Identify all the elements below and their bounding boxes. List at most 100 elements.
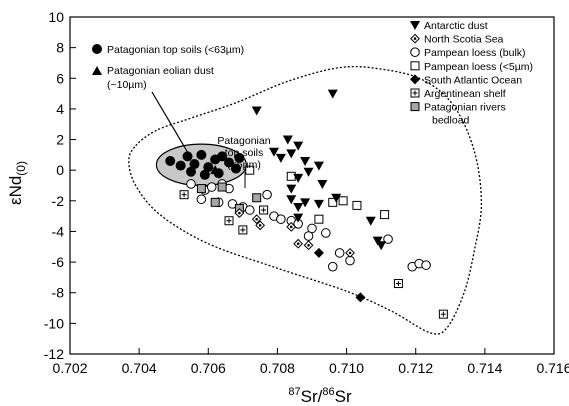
antarctic-dust-point-19	[365, 216, 376, 226]
south-atlantic-ocean-point-1	[355, 292, 366, 303]
pampean-loess-bulk-point-9	[244, 205, 255, 215]
patagonian-top-soils-63-m-point-11	[234, 152, 245, 163]
y-tick-label-4: 2	[56, 132, 64, 148]
annotation-top-soils-5-line3: (<5µm)	[227, 159, 261, 171]
pampean-loess-bulk-point-18	[327, 261, 338, 272]
annotation-top-soils-5: Patagonian top soils (<5µm)	[217, 135, 270, 171]
y-tick-label-6: -2	[52, 193, 65, 209]
antarctic-dust-point-16	[293, 213, 304, 223]
pampean-loess-bulk-point-2	[206, 182, 217, 192]
pampean-loess-bulk-point-0	[186, 179, 196, 189]
legend-label-argentinean-shelf: Argentinean shelf	[424, 88, 506, 100]
antarctic-dust-point-3	[282, 135, 293, 145]
legend-marker-pampean-loess-bulk	[410, 47, 420, 58]
legend-marker-north-scotia-sea	[410, 33, 420, 44]
y-tick-label-0: 10	[48, 9, 64, 25]
patagonian-top-soils-63-m-point-9	[217, 151, 228, 162]
x-tick-label-0: 0.702	[52, 360, 87, 376]
annotation-top-soils-5-line1: Patagonian	[217, 135, 270, 147]
antarctic-dust-point-15	[293, 202, 304, 212]
y-tick-label-11: -12	[44, 346, 64, 362]
argentinean-shelf-point-5	[438, 309, 448, 319]
legend-label-pampean-loess-bulk: Pampean loess (bulk)	[424, 47, 526, 59]
pampean-loess-bulk-point-24	[421, 260, 431, 270]
legend-label-antarctic-dust: Antarctic dust	[424, 20, 488, 32]
patagonian-top-soils-63-m-point-10	[224, 157, 235, 168]
pampean-loess-bulk-point-19	[334, 248, 345, 258]
patagonian-top-soils-63-m-point-2	[182, 151, 193, 162]
annotation-top-soils-63-text: Patagonian top soils (<63µm)	[107, 44, 244, 56]
antarctic-dust-point-13	[286, 184, 297, 194]
antarctic-dust-point-5	[293, 141, 304, 151]
antarctic-dust-point-11	[327, 89, 338, 99]
x-tick-label-6: 0.714	[467, 360, 502, 376]
pampean-loess-bulk-point-5	[196, 194, 207, 205]
pampean-loess-bulk-point-12	[276, 214, 286, 224]
series-south-atlantic-ocean	[313, 247, 366, 303]
antarctic-dust-point-6	[300, 156, 311, 166]
south-atlantic-ocean-point-0	[313, 247, 324, 258]
pampean-loess-bulk-point-15	[307, 223, 317, 234]
pampean-loess-5-m-point-1	[286, 171, 296, 181]
antarctic-dust-point-7	[303, 167, 314, 177]
pampean-loess-5-m-point-4	[338, 196, 348, 206]
antarctic-dust-point-20	[372, 236, 383, 246]
y-tick-label-8: -6	[52, 254, 65, 270]
pampean-loess-bulk-point-7	[227, 199, 238, 209]
legend-label-north-scotia-sea: North Scotia Sea	[424, 34, 504, 46]
eolian-dust-leader-line	[151, 91, 192, 159]
pampean-loess-bulk-point-17	[321, 228, 331, 238]
x-tick-label-5: 0.712	[398, 360, 433, 376]
patagonian-top-soils-63-m-point-7	[186, 166, 196, 177]
north-scotia-sea-point-5	[303, 240, 314, 251]
dotted-envelope	[128, 65, 483, 335]
antarctic-dust-point-14	[286, 195, 297, 205]
x-tick-label-1: 0.704	[122, 360, 157, 376]
legend-marker-antarctic-dust	[410, 21, 420, 30]
legend-label-patagonian-rivers-bedload-line2: bedload	[432, 115, 470, 127]
legend-marker-argentinean-shelf	[410, 88, 420, 98]
x-tick-label-7: 0.716	[536, 360, 569, 376]
y-tick-label-1: 8	[56, 40, 64, 56]
north-scotia-sea-point-0	[234, 208, 245, 218]
pampean-loess-5-m-point-2	[314, 214, 324, 224]
series-pampean-loess-5-m	[245, 165, 390, 224]
north-scotia-sea-point-4	[286, 221, 297, 232]
patagonian-top-soils-63-m-point-4	[196, 149, 207, 160]
axes-layer: 0.702 0.704 0.706 0.708 0.710 0.712 0.714 0.716…	[44, 9, 569, 376]
patagonian-top-soils-63-m-point-8	[199, 169, 210, 180]
series-patagonian-top-soils-63-m	[165, 149, 245, 180]
antarctic-dust-point-1	[268, 147, 279, 157]
legend-marker-pampean-loess-5-m	[410, 61, 420, 71]
series-north-scotia-sea	[234, 208, 355, 258]
x-tick-label-3: 0.708	[260, 360, 295, 376]
antarctic-dust-point-21	[376, 241, 387, 251]
argentinean-shelf-point-1	[224, 216, 234, 226]
north-scotia-sea-point-1	[251, 214, 262, 225]
pampean-loess-bulk-point-10	[262, 189, 272, 200]
antarctic-dust-point-10	[317, 179, 328, 189]
legend-label-pampean-loess-5-m: Pampean loess (<5µm)	[424, 61, 533, 73]
patagonian-top-soils-63-m-point-1	[175, 160, 186, 171]
series-pampean-loess-bulk	[186, 179, 431, 272]
annotation-eolian-dust-line2: (~10µm)	[107, 79, 147, 91]
x-tick-label-4: 0.710	[329, 360, 364, 376]
legend-marker-south-atlantic-ocean	[410, 74, 420, 85]
antarctic-dust-point-17	[313, 199, 324, 209]
argentinean-shelf-point-4	[393, 279, 403, 289]
north-scotia-sea-point-6	[345, 247, 355, 258]
patagonian-top-soils-63-m-point-0	[165, 155, 176, 166]
patagonian-rivers-bedload-point-2	[210, 197, 220, 207]
y-tick-label-7: -4	[52, 223, 65, 239]
pampean-loess-5-m-point-6	[380, 210, 390, 220]
legend-label-patagonian-rivers-bedload-line1: Patagonian rivers	[424, 102, 506, 114]
pampean-loess-5-m-point-3	[328, 197, 338, 207]
north-scotia-sea-point-3	[293, 238, 304, 249]
series-antarctic-dust	[251, 89, 387, 251]
y-tick-label-5: 0	[56, 162, 64, 178]
pampean-loess-5-m-point-0	[245, 165, 255, 175]
annotation-top-soils-5-line2: top soils	[225, 147, 264, 159]
pampean-loess-5-m-point-5	[352, 200, 362, 210]
